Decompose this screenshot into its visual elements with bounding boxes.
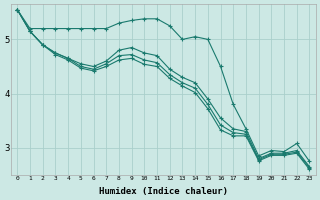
X-axis label: Humidex (Indice chaleur): Humidex (Indice chaleur) — [99, 187, 228, 196]
